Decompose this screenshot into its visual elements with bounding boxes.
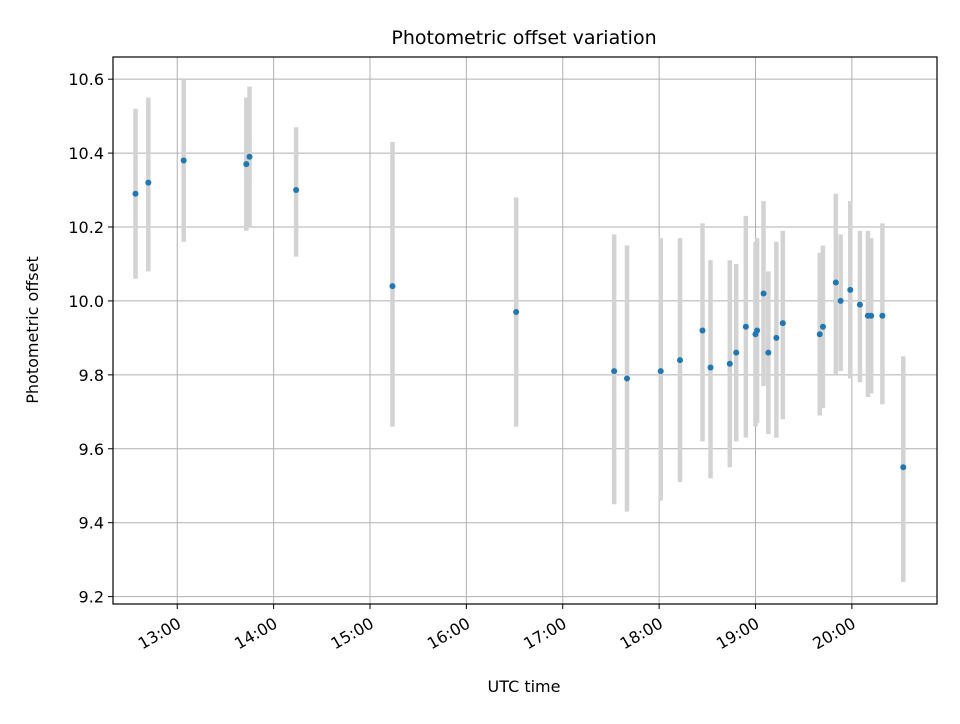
data-point bbox=[707, 364, 714, 371]
y-tick-label: 9.6 bbox=[79, 440, 104, 459]
y-axis-label: Photometric offset bbox=[23, 256, 42, 404]
x-tick-label: 14:00 bbox=[231, 614, 280, 654]
data-point bbox=[145, 179, 152, 186]
data-point bbox=[699, 327, 706, 334]
data-point bbox=[832, 279, 839, 286]
x-tick-label: 20:00 bbox=[809, 614, 858, 654]
data-point bbox=[754, 327, 761, 334]
data-point bbox=[847, 286, 854, 293]
data-point bbox=[243, 161, 250, 168]
data-point bbox=[611, 368, 618, 375]
data-point bbox=[868, 312, 875, 319]
data-point bbox=[726, 360, 733, 367]
y-tick-label: 9.8 bbox=[79, 366, 104, 385]
chart-title: Photometric offset variation bbox=[391, 27, 656, 49]
y-tick-label: 9.2 bbox=[79, 588, 104, 607]
data-point bbox=[856, 301, 863, 308]
data-point bbox=[132, 190, 139, 197]
data-point bbox=[819, 323, 826, 330]
x-tick-label: 19:00 bbox=[713, 614, 762, 654]
data-point bbox=[246, 153, 253, 160]
plot-frame bbox=[112, 56, 938, 605]
y-tick-label: 10.6 bbox=[68, 70, 104, 89]
data-point bbox=[773, 334, 780, 341]
y-tick-label: 10.4 bbox=[68, 144, 104, 163]
data-point bbox=[389, 283, 396, 290]
data-point bbox=[779, 320, 786, 327]
data-point bbox=[623, 375, 630, 382]
data-point bbox=[657, 368, 664, 375]
data-point bbox=[816, 331, 823, 338]
x-axis-ticks: 13:00 14:00 15:00 16:00 17:00 18:00 19:00 20:00 bbox=[135, 604, 859, 653]
data-point bbox=[513, 309, 520, 316]
data-point bbox=[837, 297, 844, 304]
data-point bbox=[733, 349, 740, 356]
data-point bbox=[293, 187, 300, 194]
data-point bbox=[677, 357, 684, 364]
y-tick-label: 10.2 bbox=[68, 218, 104, 237]
y-tick-label: 10.0 bbox=[68, 292, 104, 311]
data-points bbox=[132, 153, 907, 471]
grid-lines bbox=[113, 57, 937, 604]
data-point bbox=[760, 290, 767, 297]
x-axis-label: UTC time bbox=[488, 677, 561, 696]
x-tick-label: 15:00 bbox=[328, 614, 377, 654]
data-point bbox=[765, 349, 772, 356]
y-tick-label: 9.4 bbox=[79, 514, 104, 533]
y-axis-ticks: 9.2 9.4 9.6 9.8 10.0 10.2 10.4 10.6 bbox=[68, 70, 113, 607]
data-point bbox=[180, 157, 187, 164]
x-tick-label: 13:00 bbox=[135, 614, 184, 654]
x-tick-label: 17:00 bbox=[520, 614, 569, 654]
data-point bbox=[879, 312, 886, 319]
data-point bbox=[742, 323, 749, 330]
data-point bbox=[900, 464, 907, 471]
x-tick-label: 18:00 bbox=[617, 614, 666, 654]
x-tick-label: 16:00 bbox=[424, 614, 473, 654]
